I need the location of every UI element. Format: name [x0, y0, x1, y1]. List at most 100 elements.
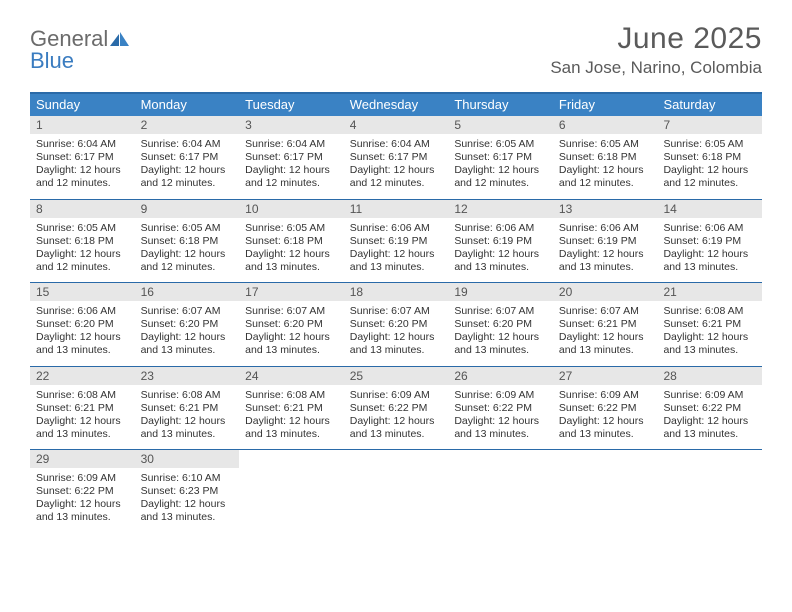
- day-number: 2: [135, 116, 240, 134]
- sunrise-text: Sunrise: 6:09 AM: [559, 389, 652, 402]
- day-header: Saturday: [657, 94, 762, 116]
- sunrise-text: Sunrise: 6:07 AM: [245, 305, 338, 318]
- daylight-text: and 13 minutes.: [245, 261, 338, 274]
- sunset-text: Sunset: 6:17 PM: [36, 151, 129, 164]
- sunset-text: Sunset: 6:19 PM: [454, 235, 547, 248]
- day-cell: 23Sunrise: 6:08 AMSunset: 6:21 PMDayligh…: [135, 367, 240, 450]
- sunrise-text: Sunrise: 6:06 AM: [559, 222, 652, 235]
- daylight-text: and 12 minutes.: [36, 261, 129, 274]
- daylight-text: Daylight: 12 hours: [141, 415, 234, 428]
- sunset-text: Sunset: 6:20 PM: [454, 318, 547, 331]
- day-number: 11: [344, 200, 449, 218]
- sunrise-text: Sunrise: 6:05 AM: [559, 138, 652, 151]
- sunset-text: Sunset: 6:21 PM: [36, 402, 129, 415]
- day-header-row: SundayMondayTuesdayWednesdayThursdayFrid…: [30, 94, 762, 116]
- day-header: Friday: [553, 94, 658, 116]
- sunset-text: Sunset: 6:20 PM: [141, 318, 234, 331]
- day-number: 18: [344, 283, 449, 301]
- daylight-text: and 12 minutes.: [350, 177, 443, 190]
- sunset-text: Sunset: 6:17 PM: [141, 151, 234, 164]
- sunrise-text: Sunrise: 6:04 AM: [141, 138, 234, 151]
- day-cell: 19Sunrise: 6:07 AMSunset: 6:20 PMDayligh…: [448, 283, 553, 366]
- daylight-text: Daylight: 12 hours: [141, 164, 234, 177]
- daylight-text: Daylight: 12 hours: [245, 331, 338, 344]
- sunrise-text: Sunrise: 6:05 AM: [141, 222, 234, 235]
- sunset-text: Sunset: 6:22 PM: [559, 402, 652, 415]
- sunset-text: Sunset: 6:21 PM: [141, 402, 234, 415]
- day-body: Sunrise: 6:08 AMSunset: 6:21 PMDaylight:…: [30, 385, 135, 442]
- day-cell: 17Sunrise: 6:07 AMSunset: 6:20 PMDayligh…: [239, 283, 344, 366]
- day-body: Sunrise: 6:06 AMSunset: 6:20 PMDaylight:…: [30, 301, 135, 358]
- day-number: 28: [657, 367, 762, 385]
- sunset-text: Sunset: 6:21 PM: [559, 318, 652, 331]
- daylight-text: and 13 minutes.: [350, 428, 443, 441]
- daylight-text: Daylight: 12 hours: [663, 248, 756, 261]
- daylight-text: Daylight: 12 hours: [36, 164, 129, 177]
- day-body: Sunrise: 6:07 AMSunset: 6:20 PMDaylight:…: [344, 301, 449, 358]
- day-number: 4: [344, 116, 449, 134]
- daylight-text: Daylight: 12 hours: [245, 248, 338, 261]
- day-number: 21: [657, 283, 762, 301]
- daylight-text: and 13 minutes.: [36, 344, 129, 357]
- daylight-text: and 13 minutes.: [663, 428, 756, 441]
- day-number: 6: [553, 116, 658, 134]
- day-body: Sunrise: 6:08 AMSunset: 6:21 PMDaylight:…: [239, 385, 344, 442]
- day-number: [239, 450, 344, 468]
- sunrise-text: Sunrise: 6:06 AM: [663, 222, 756, 235]
- day-cell: 22Sunrise: 6:08 AMSunset: 6:21 PMDayligh…: [30, 367, 135, 450]
- sunrise-text: Sunrise: 6:06 AM: [454, 222, 547, 235]
- day-body: Sunrise: 6:06 AMSunset: 6:19 PMDaylight:…: [344, 218, 449, 275]
- sunrise-text: Sunrise: 6:08 AM: [36, 389, 129, 402]
- sunset-text: Sunset: 6:17 PM: [350, 151, 443, 164]
- daylight-text: Daylight: 12 hours: [559, 415, 652, 428]
- day-body: Sunrise: 6:06 AMSunset: 6:19 PMDaylight:…: [657, 218, 762, 275]
- day-cell: 2 Sunrise: 6:04 AMSunset: 6:17 PMDaylight…: [135, 116, 240, 199]
- day-body: Sunrise: 6:10 AMSunset: 6:23 PMDaylight:…: [135, 468, 240, 525]
- daylight-text: and 13 minutes.: [141, 511, 234, 524]
- day-number: [344, 450, 449, 468]
- day-cell: 12Sunrise: 6:06 AMSunset: 6:19 PMDayligh…: [448, 200, 553, 283]
- sunrise-text: Sunrise: 6:09 AM: [663, 389, 756, 402]
- daylight-text: and 13 minutes.: [245, 428, 338, 441]
- day-cell: 29Sunrise: 6:09 AMSunset: 6:22 PMDayligh…: [30, 450, 135, 533]
- day-number: 1: [30, 116, 135, 134]
- sunset-text: Sunset: 6:20 PM: [36, 318, 129, 331]
- daylight-text: Daylight: 12 hours: [454, 164, 547, 177]
- sunset-text: Sunset: 6:22 PM: [350, 402, 443, 415]
- sunset-text: Sunset: 6:18 PM: [559, 151, 652, 164]
- sunrise-text: Sunrise: 6:07 AM: [141, 305, 234, 318]
- sunrise-text: Sunrise: 6:09 AM: [454, 389, 547, 402]
- day-cell: 5Sunrise: 6:05 AMSunset: 6:17 PMDaylight…: [448, 116, 553, 199]
- sunset-text: Sunset: 6:17 PM: [245, 151, 338, 164]
- day-cell: [239, 450, 344, 533]
- week-row: 22Sunrise: 6:08 AMSunset: 6:21 PMDayligh…: [30, 367, 762, 451]
- calendar: SundayMondayTuesdayWednesdayThursdayFrid…: [30, 92, 762, 533]
- month-title: June 2025: [550, 22, 762, 56]
- logo-text: General Blue: [30, 28, 130, 72]
- daylight-text: and 13 minutes.: [141, 428, 234, 441]
- day-cell: 30Sunrise: 6:10 AMSunset: 6:23 PMDayligh…: [135, 450, 240, 533]
- daylight-text: Daylight: 12 hours: [559, 164, 652, 177]
- sunrise-text: Sunrise: 6:05 AM: [245, 222, 338, 235]
- day-cell: 13Sunrise: 6:06 AMSunset: 6:19 PMDayligh…: [553, 200, 658, 283]
- day-cell: 18Sunrise: 6:07 AMSunset: 6:20 PMDayligh…: [344, 283, 449, 366]
- day-number: 7: [657, 116, 762, 134]
- sunset-text: Sunset: 6:22 PM: [454, 402, 547, 415]
- sunrise-text: Sunrise: 6:04 AM: [245, 138, 338, 151]
- logo: General Blue: [30, 22, 130, 72]
- day-body: Sunrise: 6:05 AMSunset: 6:18 PMDaylight:…: [553, 134, 658, 191]
- sunset-text: Sunset: 6:18 PM: [36, 235, 129, 248]
- day-body: Sunrise: 6:09 AMSunset: 6:22 PMDaylight:…: [30, 468, 135, 525]
- day-body: Sunrise: 6:06 AMSunset: 6:19 PMDaylight:…: [448, 218, 553, 275]
- week-row: 29Sunrise: 6:09 AMSunset: 6:22 PMDayligh…: [30, 450, 762, 533]
- daylight-text: and 13 minutes.: [559, 428, 652, 441]
- daylight-text: and 13 minutes.: [559, 261, 652, 274]
- day-body: Sunrise: 6:04 AMSunset: 6:17 PMDaylight:…: [344, 134, 449, 191]
- day-number: 15: [30, 283, 135, 301]
- day-body: Sunrise: 6:09 AMSunset: 6:22 PMDaylight:…: [657, 385, 762, 442]
- logo-sail-icon: [110, 26, 130, 51]
- day-number: 16: [135, 283, 240, 301]
- day-number: [553, 450, 658, 468]
- week-row: 8Sunrise: 6:05 AMSunset: 6:18 PMDaylight…: [30, 200, 762, 284]
- sunrise-text: Sunrise: 6:09 AM: [36, 472, 129, 485]
